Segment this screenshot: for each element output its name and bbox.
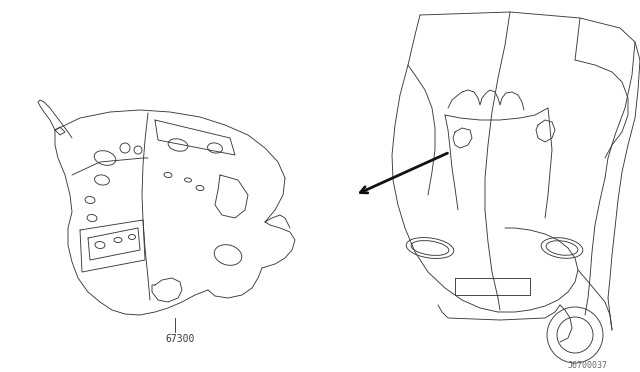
Text: J6700037: J6700037 (568, 361, 608, 370)
Text: 67300: 67300 (165, 334, 195, 344)
